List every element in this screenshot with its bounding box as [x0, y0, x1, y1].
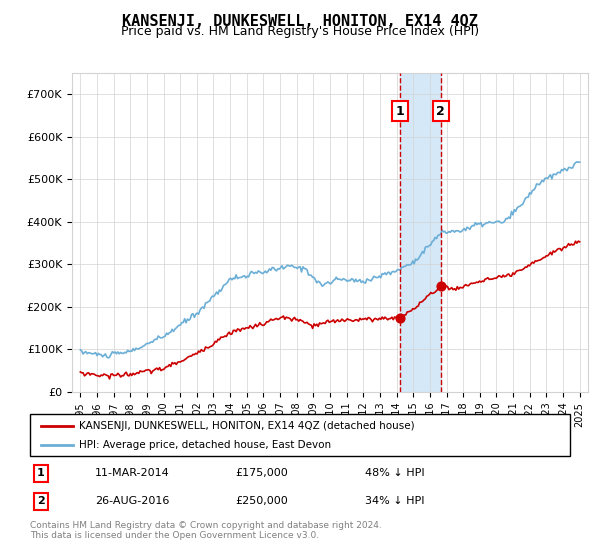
Text: 2: 2: [436, 105, 445, 118]
Text: 34% ↓ HPI: 34% ↓ HPI: [365, 496, 424, 506]
Text: HPI: Average price, detached house, East Devon: HPI: Average price, detached house, East…: [79, 440, 331, 450]
Bar: [400, 73, 440, 392]
Text: Price paid vs. HM Land Registry's House Price Index (HPI): Price paid vs. HM Land Registry's House …: [121, 25, 479, 38]
Point: [436, 282, 445, 291]
Text: KANSENJI, DUNKESWELL, HONITON, EX14 4QZ (detached house): KANSENJI, DUNKESWELL, HONITON, EX14 4QZ …: [79, 421, 414, 431]
Text: 1: 1: [37, 468, 44, 478]
Text: £175,000: £175,000: [235, 468, 288, 478]
FancyBboxPatch shape: [30, 414, 570, 456]
Point: [395, 313, 405, 322]
Text: Contains HM Land Registry data © Crown copyright and database right 2024.
This d: Contains HM Land Registry data © Crown c…: [30, 521, 382, 540]
Text: 26-AUG-2016: 26-AUG-2016: [95, 496, 169, 506]
Text: 48% ↓ HPI: 48% ↓ HPI: [365, 468, 424, 478]
Text: £250,000: £250,000: [235, 496, 288, 506]
Text: 1: 1: [395, 105, 404, 118]
Text: KANSENJI, DUNKESWELL, HONITON, EX14 4QZ: KANSENJI, DUNKESWELL, HONITON, EX14 4QZ: [122, 14, 478, 29]
Text: 11-MAR-2014: 11-MAR-2014: [95, 468, 170, 478]
Text: 2: 2: [37, 496, 44, 506]
